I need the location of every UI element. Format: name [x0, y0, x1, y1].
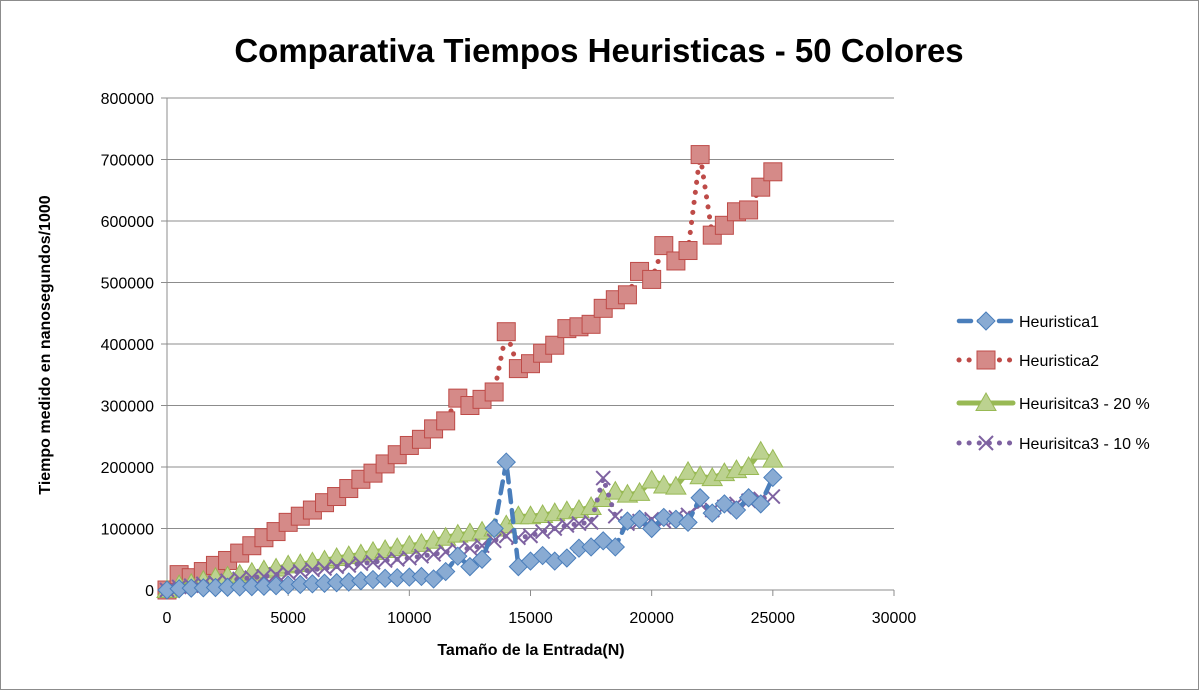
x-tick-labels: 0 5000 10000 15000 20000 25000 30000: [163, 610, 917, 627]
legend-label: Heurisitca3 - 10 %: [1019, 436, 1150, 453]
legend: Heuristica1 Heuristica2 Heurisitca3 - 20 %…: [956, 311, 1150, 453]
data-point: [571, 515, 587, 532]
grid: [167, 97, 894, 529]
data-point: [425, 546, 442, 563]
data-point: [763, 467, 783, 488]
y-tick-labels: 0 100000 200000 300000 400000 500000 600000 700…: [101, 91, 154, 600]
data-point: [448, 546, 468, 566]
data-point: [629, 509, 650, 529]
data-point: [751, 494, 771, 514]
legend-marker: [976, 311, 996, 331]
series-2: [157, 145, 783, 600]
x-tick-label: 15000: [508, 610, 553, 627]
y-axis-title: Tiempo medido en nanosegundos/1000: [37, 195, 54, 494]
data-point: [496, 322, 516, 342]
legend-marker: [976, 350, 996, 370]
data-point: [739, 200, 759, 220]
data-point: [628, 481, 651, 501]
x-tick-label: 10000: [387, 610, 432, 627]
y-tick-label: 500000: [101, 276, 154, 293]
legend-item: Heuristica1: [956, 311, 1099, 331]
x-tick-label: 25000: [751, 610, 796, 627]
y-tick-label: 400000: [101, 337, 154, 354]
series-layer: [156, 145, 784, 600]
data-point: [522, 528, 539, 544]
y-tick-label: 600000: [101, 214, 154, 231]
legend-item: Heuristica2: [956, 350, 1099, 370]
data-point: [605, 537, 626, 557]
data-point: [484, 382, 504, 402]
series-1: [157, 452, 783, 600]
legend-label: Heurisitca3 - 20 %: [1019, 396, 1150, 413]
data-point: [642, 269, 662, 289]
data-point: [280, 565, 296, 581]
data-point: [328, 558, 345, 575]
data-point: [472, 549, 492, 569]
data-point: [353, 555, 369, 572]
legend-marker: [978, 435, 994, 451]
data-point: [547, 520, 563, 537]
data-point: [690, 488, 710, 508]
data-point: [435, 561, 456, 582]
data-point: [595, 470, 611, 486]
data-point: [389, 551, 405, 567]
data-point: [617, 285, 637, 305]
legend-label: Heuristica2: [1019, 353, 1099, 370]
data-point: [581, 314, 601, 334]
legend-item: Heurisitca3 - 20 %: [956, 391, 1150, 413]
data-point: [436, 411, 456, 431]
data-point: [534, 523, 551, 540]
data-point: [726, 500, 747, 520]
y-tick-label: 100000: [101, 522, 154, 539]
y-tick-label: 0: [145, 583, 154, 600]
x-tick-label: 20000: [629, 610, 674, 627]
data-point: [545, 335, 565, 355]
legend-item: Heurisitca3 - 10 %: [956, 435, 1150, 453]
x-tick-label: 0: [163, 610, 172, 627]
data-point: [654, 507, 674, 528]
data-point: [702, 503, 722, 523]
data-point: [583, 514, 599, 531]
data-point: [460, 556, 480, 577]
x-tick-label: 30000: [872, 610, 917, 627]
x-axis-title: Tamaño de la Entrada(N): [437, 642, 624, 659]
data-point: [423, 569, 444, 589]
y-tick-label: 300000: [101, 399, 154, 416]
data-point: [678, 512, 698, 533]
data-point: [751, 177, 771, 197]
legend-marker: [975, 391, 997, 411]
data-point: [737, 455, 760, 475]
data-point: [749, 440, 772, 460]
data-point: [641, 518, 662, 539]
data-point: [677, 460, 699, 480]
data-point: [304, 561, 321, 578]
data-point: [689, 465, 711, 485]
data-point: [678, 241, 698, 261]
data-point: [640, 469, 663, 489]
data-point: [484, 518, 504, 539]
data-point: [496, 452, 516, 472]
data-point: [690, 145, 710, 165]
data-point: [557, 548, 577, 568]
y-tick-label: 700000: [101, 153, 154, 170]
chart-title: Comparativa Tiempos Heuristicas - 50 Col…: [234, 32, 963, 69]
x-tick-label: 5000: [270, 610, 306, 627]
data-point: [763, 162, 783, 182]
y-tick-label: 200000: [101, 460, 154, 477]
data-point: [654, 236, 674, 256]
legend-label: Heuristica1: [1019, 314, 1099, 331]
data-point: [665, 475, 687, 495]
data-point: [462, 540, 478, 556]
data-point: [761, 448, 784, 468]
y-tick-label: 800000: [101, 91, 154, 108]
data-point: [377, 552, 393, 569]
